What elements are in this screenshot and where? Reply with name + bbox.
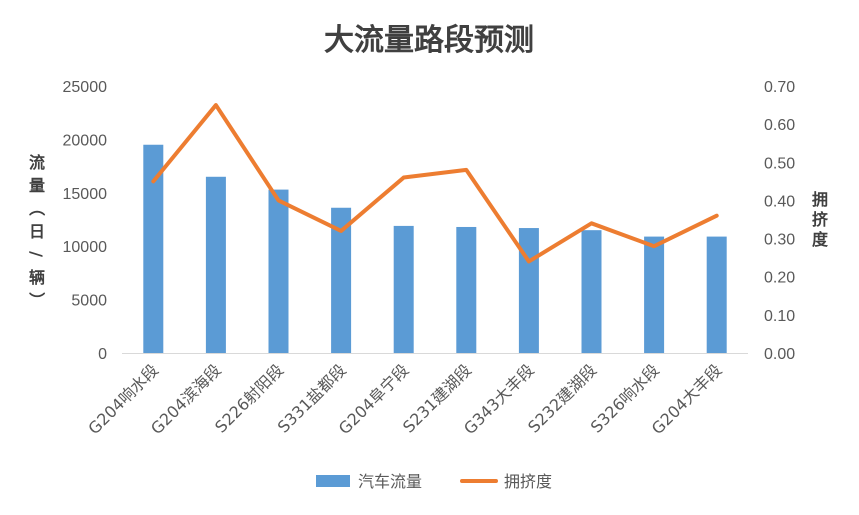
- left-axis-label-char: 日: [29, 222, 45, 241]
- legend-line-label: 拥挤度: [504, 472, 552, 491]
- left-tick-label: 10000: [63, 239, 108, 256]
- legend: 汽车流量 拥挤度: [316, 472, 552, 491]
- left-axis-label-char: 流: [29, 153, 45, 172]
- right-axis-label-char: 度: [812, 230, 829, 249]
- right-axis-label-char: 挤: [812, 210, 829, 229]
- left-axis-label-char: ）: [27, 292, 46, 308]
- left-axis: 0 5000 10000 15000 20000 25000: [63, 79, 108, 363]
- congestion-line: [151, 103, 719, 264]
- left-axis-label-char: /: [27, 251, 46, 257]
- bar: [518, 228, 539, 353]
- right-axis-label-char: 拥: [812, 190, 828, 209]
- line-series: [151, 103, 719, 264]
- right-tick-label: 0.40: [764, 193, 795, 210]
- left-axis-label-char: 量: [29, 176, 45, 195]
- left-tick-label: 25000: [63, 79, 108, 96]
- bar: [393, 225, 414, 353]
- right-axis-label: 拥挤度: [812, 190, 829, 249]
- bar: [268, 189, 289, 353]
- bar: [706, 236, 727, 353]
- right-tick-label: 0.10: [764, 308, 795, 325]
- right-axis: 0.00 0.10 0.20 0.30 0.40 0.50 0.60 0.70: [764, 79, 795, 363]
- bar: [581, 230, 602, 353]
- bar: [205, 176, 226, 353]
- bar: [644, 236, 665, 353]
- bar: [143, 144, 164, 353]
- left-tick-label: 15000: [63, 186, 108, 203]
- chart-title: 大流量路段预测: [324, 23, 534, 58]
- right-tick-label: 0.20: [764, 270, 795, 287]
- left-axis-label-char: 辆: [29, 268, 45, 287]
- legend-bar-label: 汽车流量: [358, 472, 422, 491]
- right-tick-label: 0.70: [764, 79, 795, 96]
- right-tick-label: 0.60: [764, 117, 795, 134]
- category-labels: G204响水段G204滨海段S226射阳段S331盐都段G204阜宁段S231建…: [84, 360, 725, 438]
- legend-bar-swatch: [316, 475, 350, 487]
- right-tick-label: 0.30: [764, 232, 795, 249]
- right-tick-label: 0.50: [764, 155, 795, 172]
- left-tick-label: 20000: [63, 132, 108, 149]
- left-axis-label-char: （: [27, 200, 46, 216]
- left-tick-label: 5000: [71, 293, 107, 310]
- bar-series: [143, 144, 727, 353]
- right-tick-label: 0.00: [764, 346, 795, 363]
- bar: [456, 226, 477, 353]
- left-tick-label: 0: [98, 346, 107, 363]
- left-axis-label: 流量 （ 日 / 辆 ）: [27, 153, 46, 308]
- bar: [331, 207, 352, 353]
